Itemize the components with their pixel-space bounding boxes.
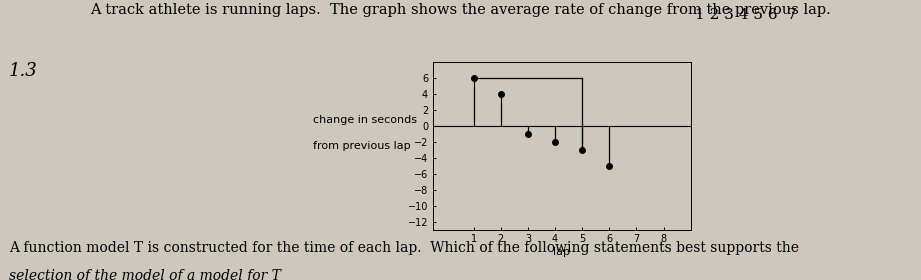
- Text: A track athlete is running laps.  The graph shows the average rate of change fro: A track athlete is running laps. The gra…: [90, 3, 831, 17]
- Text: A function model T is constructed for the time of each lap.  Which of the follow: A function model T is constructed for th…: [9, 241, 799, 255]
- X-axis label: lap: lap: [554, 247, 570, 257]
- Text: 1.3: 1.3: [9, 62, 38, 80]
- Text: selection of the model of a model for T: selection of the model of a model for T: [9, 269, 281, 280]
- Text: change in seconds: change in seconds: [313, 115, 417, 125]
- Text: from previous lap: from previous lap: [313, 141, 411, 151]
- Text: 1 2 3 4 5 6  7: 1 2 3 4 5 6 7: [695, 8, 798, 22]
